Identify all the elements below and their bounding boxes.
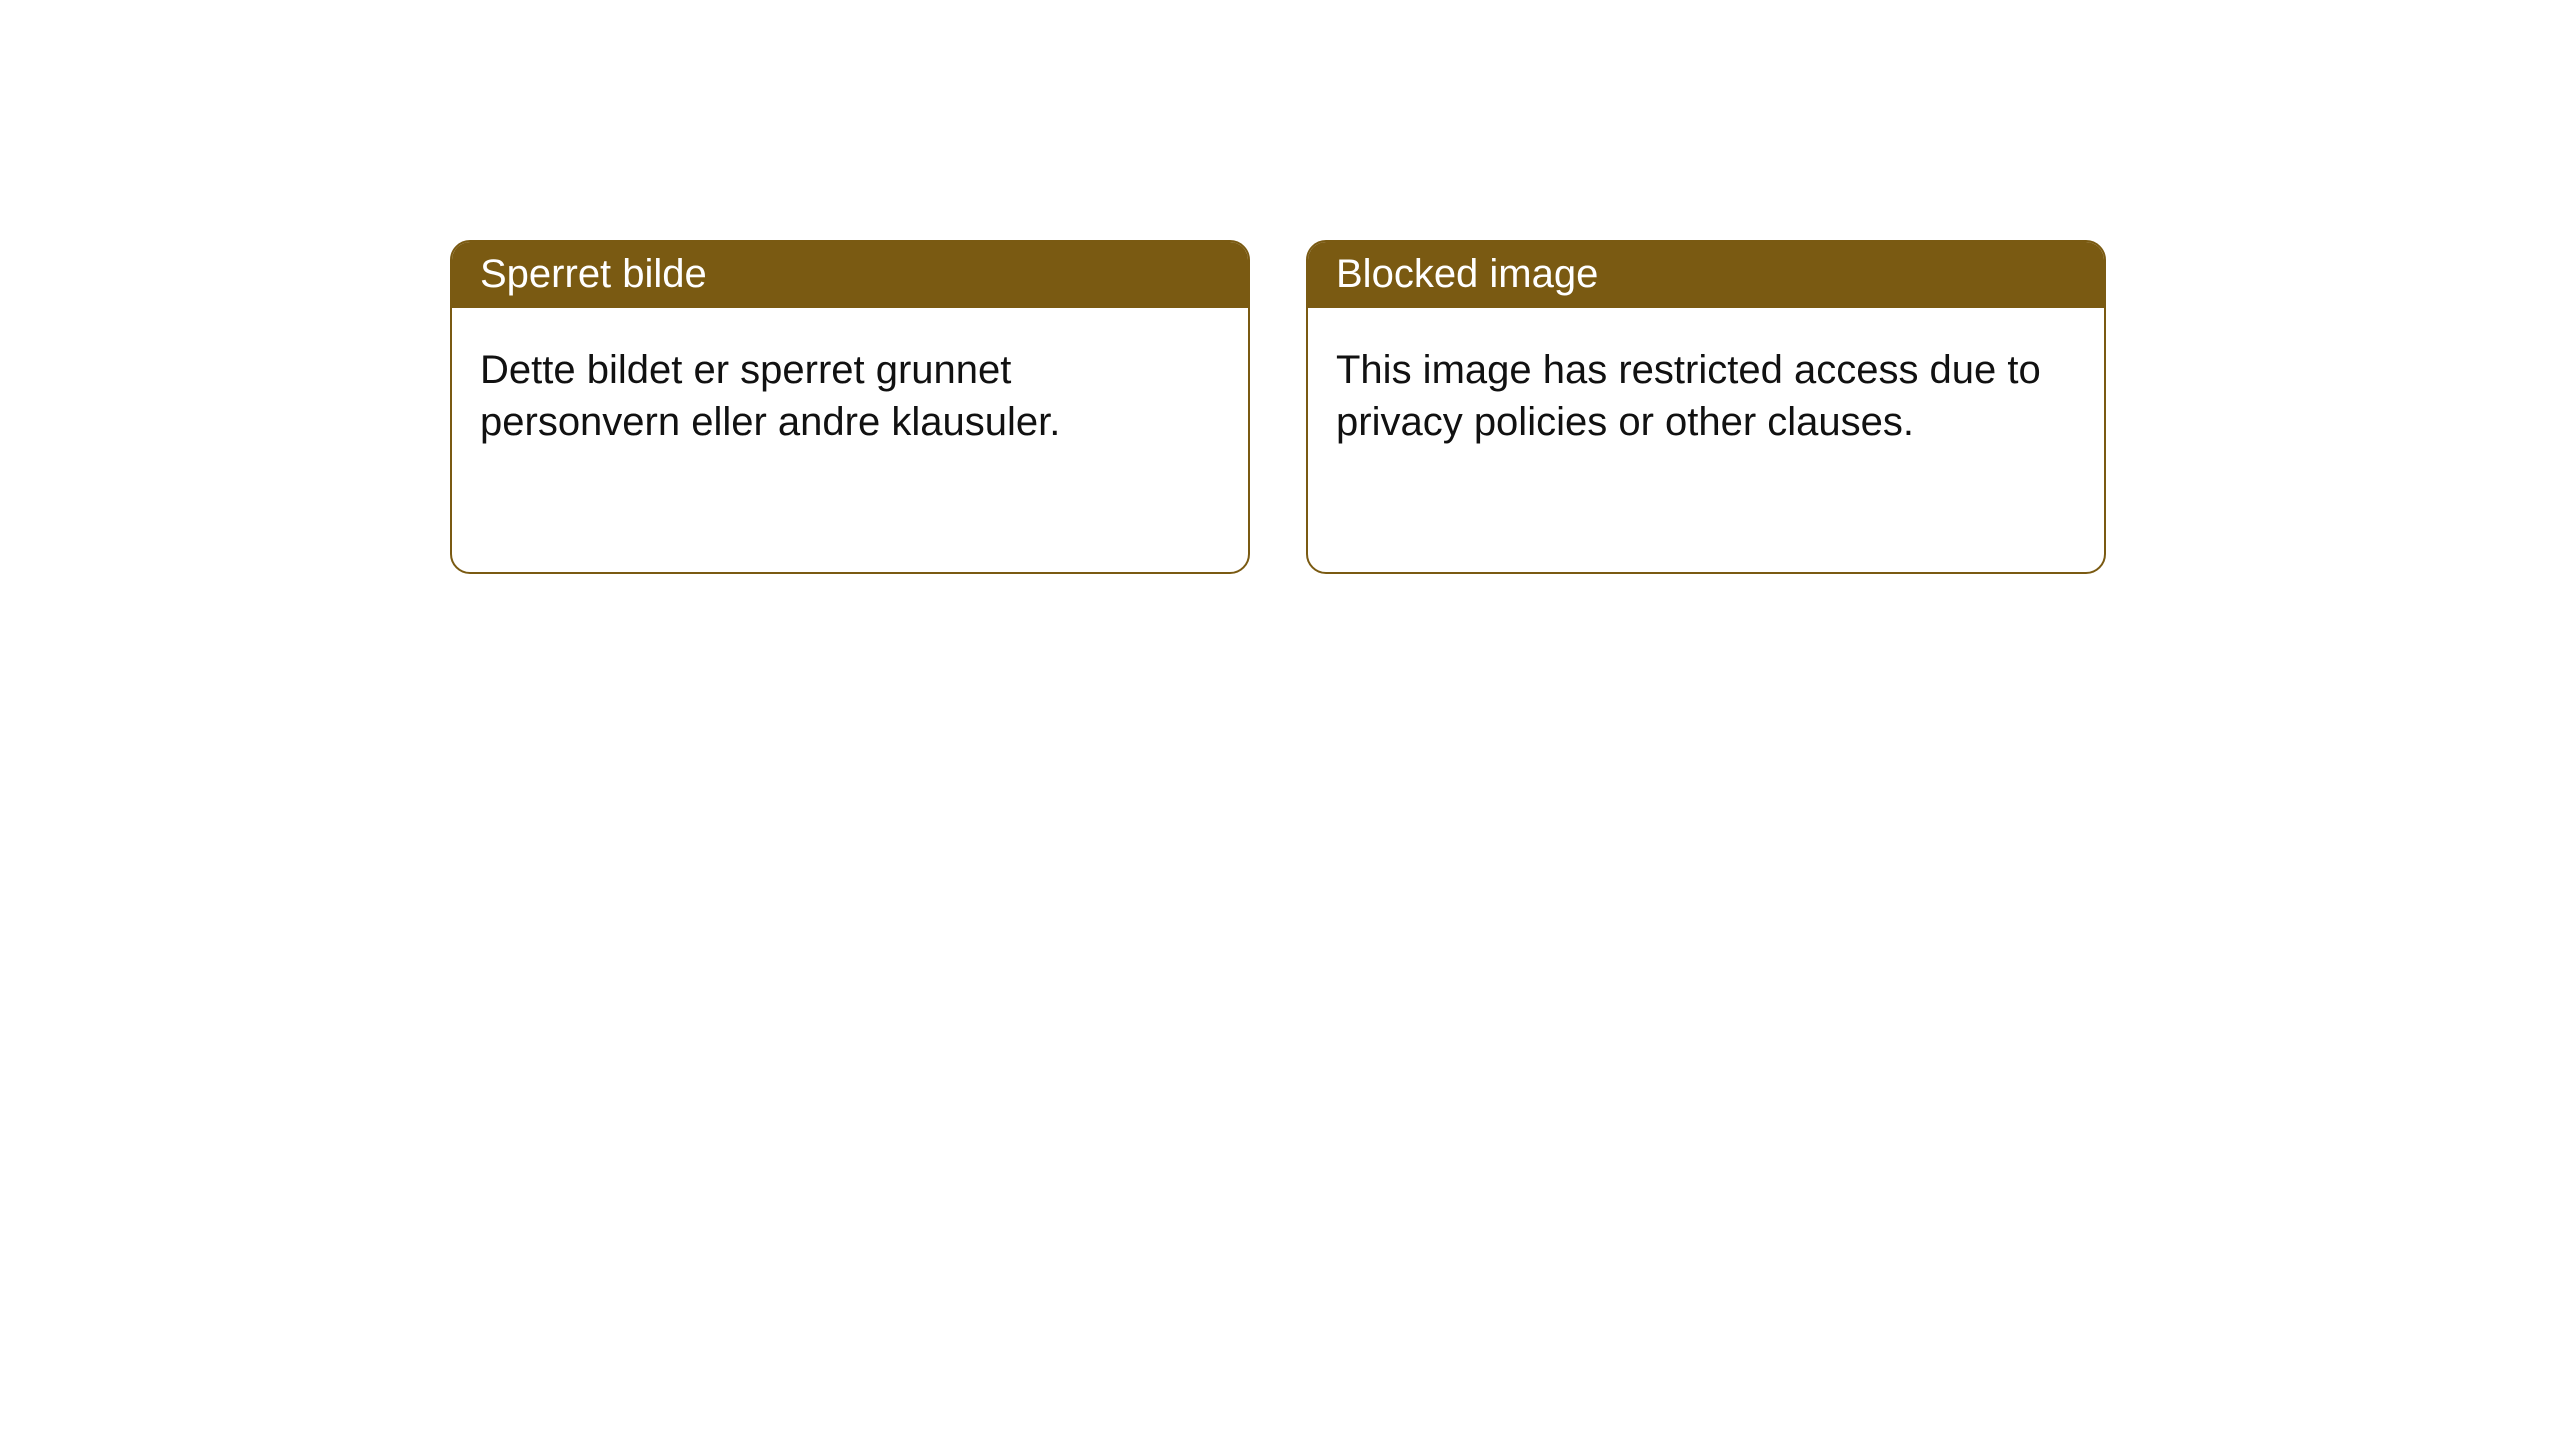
card-body-no: Dette bildet er sperret grunnet personve… bbox=[452, 308, 1248, 476]
blocked-image-card-no: Sperret bilde Dette bildet er sperret gr… bbox=[450, 240, 1250, 574]
card-body-en: This image has restricted access due to … bbox=[1308, 308, 2104, 476]
card-title-en: Blocked image bbox=[1308, 242, 2104, 308]
blocked-image-card-en: Blocked image This image has restricted … bbox=[1306, 240, 2106, 574]
card-title-no: Sperret bilde bbox=[452, 242, 1248, 308]
notice-container: Sperret bilde Dette bildet er sperret gr… bbox=[0, 0, 2560, 574]
